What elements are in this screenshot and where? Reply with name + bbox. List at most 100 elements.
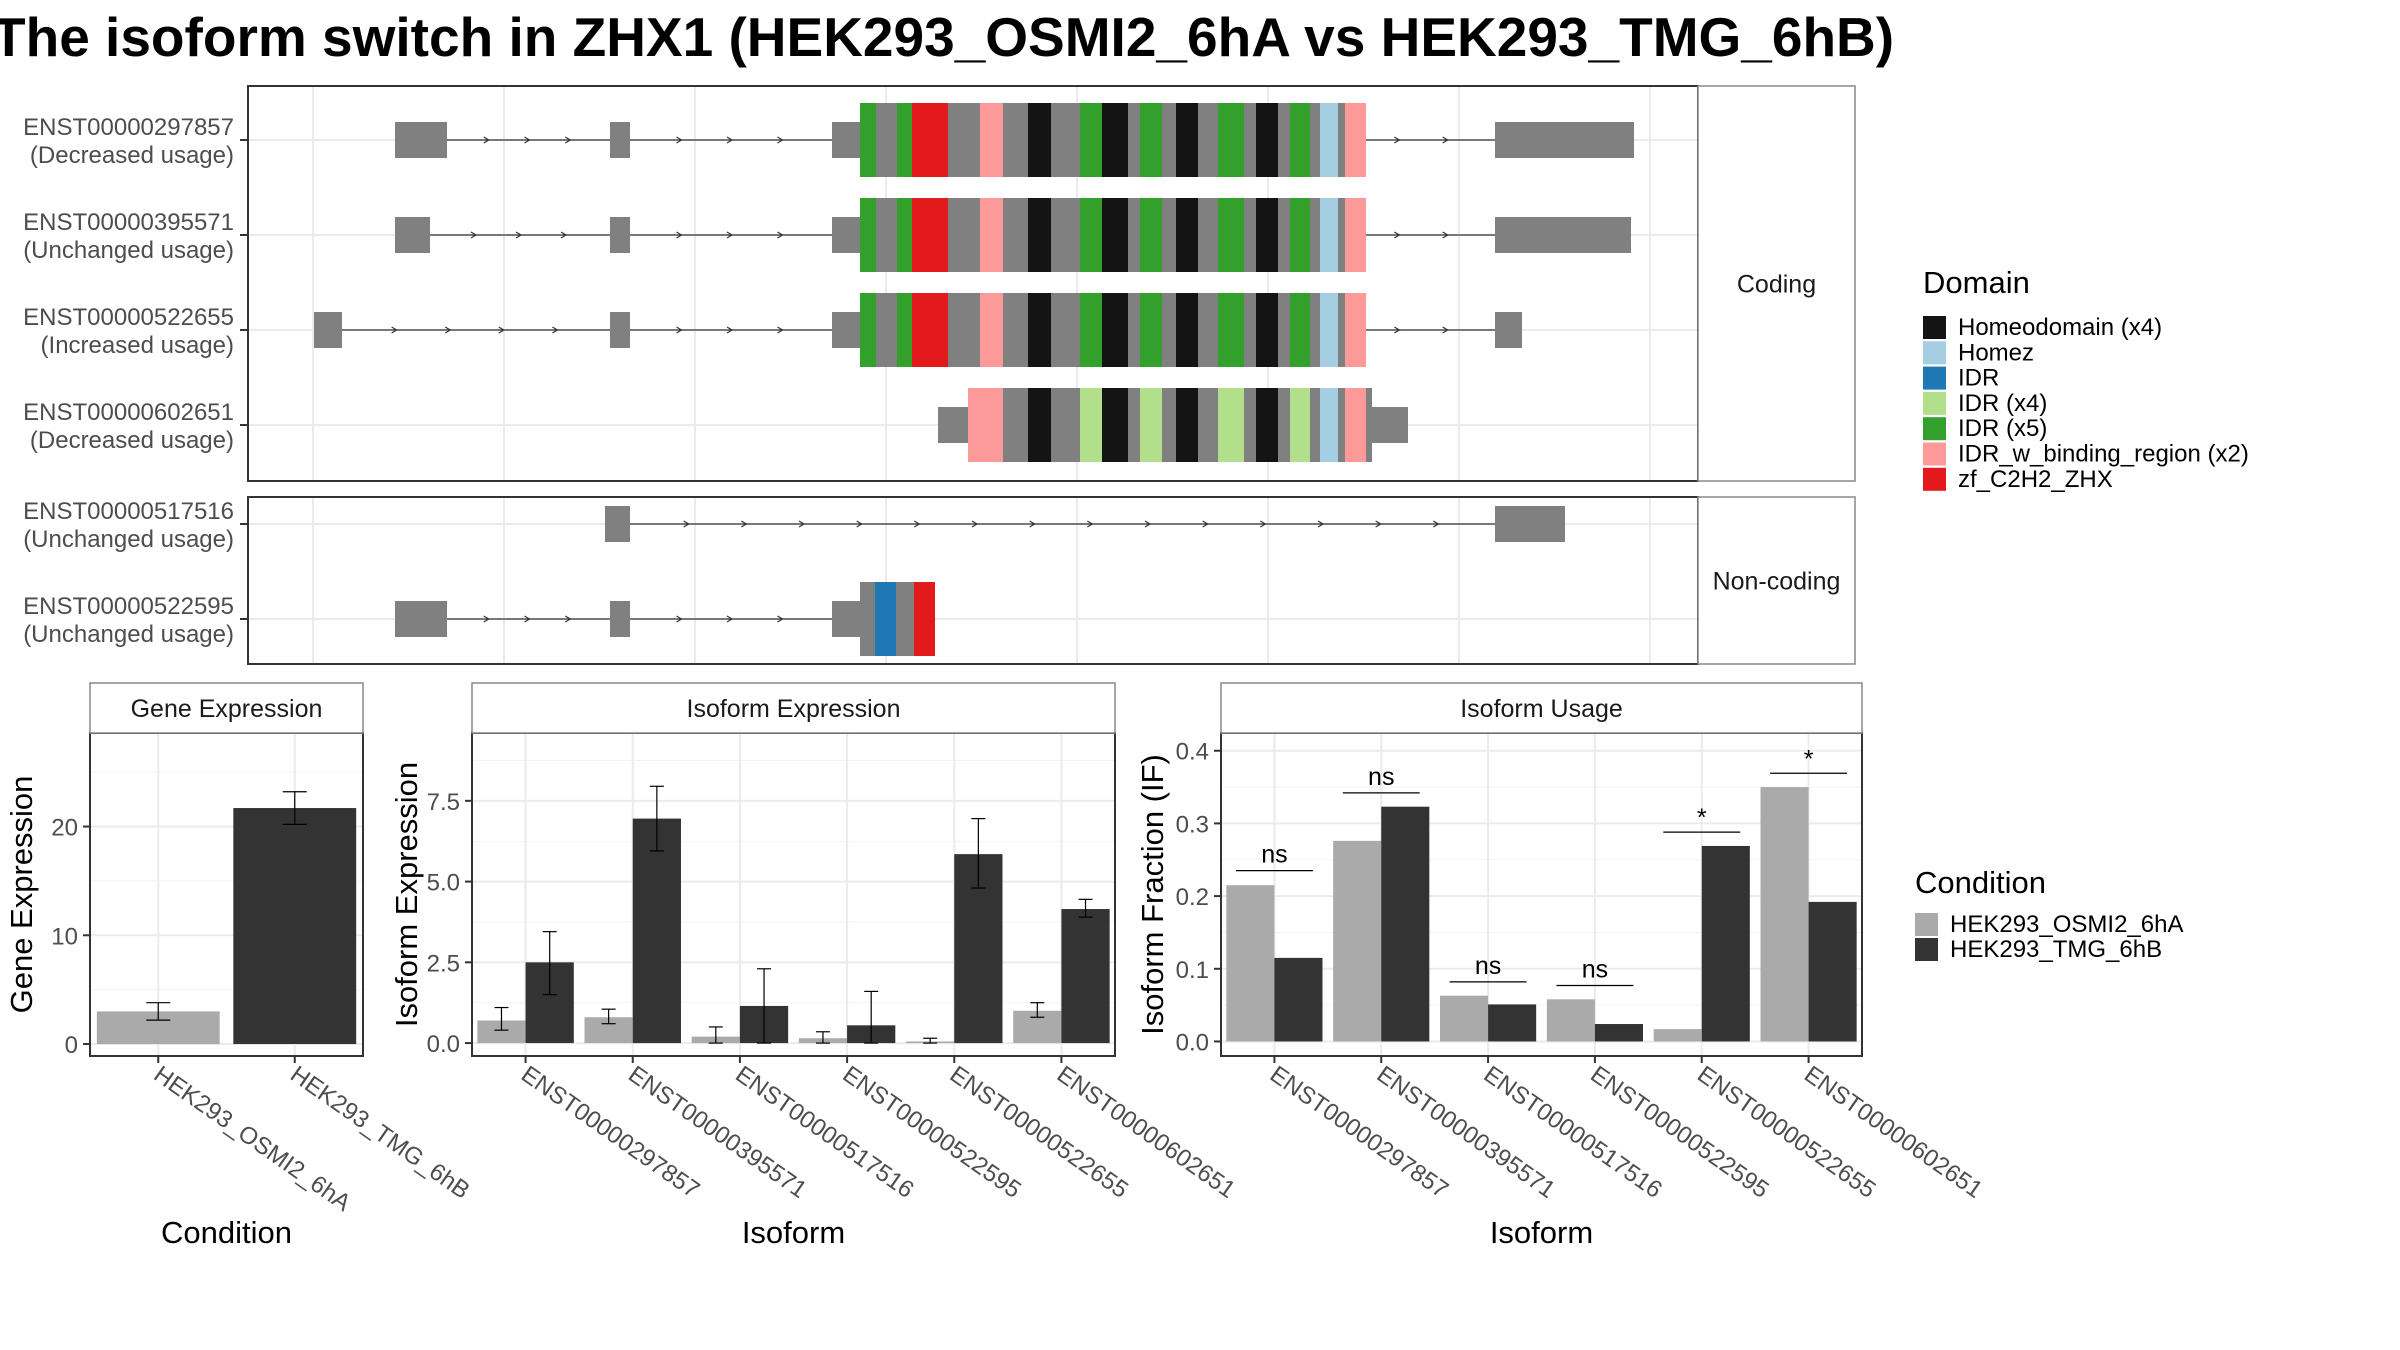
domain-segment: [1366, 388, 1372, 462]
domain-segment: [1140, 198, 1162, 272]
intron-arrow: [971, 520, 979, 528]
y-tick-label: 0: [65, 1032, 78, 1059]
intron-arrow: [515, 231, 523, 239]
intron-arrow: [1442, 231, 1449, 239]
utr-exon: [1495, 312, 1522, 348]
utr-exon: [1372, 407, 1408, 443]
domain-segment: [1102, 103, 1128, 177]
intron-arrow: [564, 136, 572, 144]
domain-legend-label: IDR: [1958, 365, 1999, 392]
domain-segment: [1256, 198, 1278, 272]
intron-arrow: [1394, 231, 1401, 239]
bar: [233, 808, 357, 1045]
domain-segment: [875, 582, 896, 656]
isoform-usage-label: (Unchanged usage): [23, 237, 234, 264]
intron-arrow: [726, 136, 734, 144]
intron-arrow: [676, 326, 683, 334]
utr-exon: [832, 601, 860, 637]
domain-segment: [948, 293, 980, 367]
transcript-ENST00000517516: [605, 506, 1565, 542]
domain-segment: [980, 293, 1003, 367]
domain-segment: [1028, 103, 1051, 177]
x-axis-title: Condition: [161, 1215, 292, 1250]
domain-segment: [1003, 103, 1028, 177]
intron-arrow: [444, 326, 452, 334]
bar: [1594, 1024, 1643, 1042]
figure-title: The isoform switch in ZHX1 (HEK293_OSMI2…: [0, 6, 1894, 68]
bar: [1546, 999, 1595, 1042]
facet-strip: [89, 682, 364, 734]
facet-strip: [1697, 85, 1856, 482]
intron-arrow: [524, 615, 531, 623]
domain-segment: [1218, 103, 1244, 177]
domain-segment: [1102, 388, 1128, 462]
isoform-id-label: ENST00000517516: [23, 498, 234, 525]
domain-legend-label: Homez: [1958, 339, 2034, 366]
intron-arrow: [726, 615, 734, 623]
intron-arrow: [777, 615, 784, 623]
domain-segment: [1256, 293, 1278, 367]
domain-segment: [948, 103, 980, 177]
domain-segment: [1102, 293, 1128, 367]
domain-segment: [1080, 293, 1102, 367]
domain-segment: [1198, 388, 1218, 462]
domain-segment: [1218, 293, 1244, 367]
panel-title: Gene Expression: [131, 695, 323, 723]
y-tick-label: 10: [51, 923, 78, 950]
domain-segment: [1051, 388, 1080, 462]
domain-legend-key: [1923, 316, 1946, 339]
x-tick-label: ENST00000517516: [730, 1061, 918, 1204]
intron-arrow: [1029, 520, 1036, 528]
x-tick-label: ENST00000602651: [1052, 1061, 1240, 1204]
domain-segment: [1256, 388, 1278, 462]
intron-arrow: [1202, 520, 1209, 528]
domain-segment: [1162, 293, 1176, 367]
domain-segment: [1278, 103, 1290, 177]
facet-strip: [1697, 496, 1856, 665]
domain-segment: [1102, 198, 1128, 272]
intron-arrow: [564, 615, 572, 623]
y-axis-title: Gene Expression: [4, 776, 39, 1014]
transcript-ENST00000602651: [938, 388, 1408, 462]
y-tick-label: 7.5: [427, 789, 460, 816]
intron-arrow: [1317, 520, 1325, 528]
intron-arrow: [914, 520, 921, 528]
x-tick-label: ENST00000395571: [623, 1061, 811, 1204]
y-tick-label: 0.1: [1176, 957, 1209, 984]
transcript-ENST00000522595: [395, 582, 935, 656]
domain-segment: [1310, 103, 1320, 177]
isoform-usage-label: (Decreased usage): [30, 427, 234, 454]
condition-legend-label: HEK293_TMG_6hB: [1950, 936, 2162, 963]
domain-segment: [1244, 388, 1256, 462]
bar: [1488, 1004, 1537, 1042]
domain-segment: [1244, 293, 1256, 367]
domain-legend-key: [1923, 391, 1946, 415]
domain-segment: [1310, 388, 1320, 462]
domain-legend-label: IDR_w_binding_region (x2): [1958, 441, 2249, 468]
intron-arrow: [676, 231, 683, 239]
y-axis-title: Isoform Fraction (IF): [1135, 754, 1170, 1035]
intron-arrow: [777, 231, 784, 239]
isoform-usage-label: (Unchanged usage): [23, 621, 234, 648]
isoform-id-label: ENST00000522655: [23, 304, 234, 331]
domain-segment: [1176, 103, 1198, 177]
y-tick-label: 2.5: [427, 950, 460, 977]
significance-label: ns: [1582, 955, 1608, 983]
x-tick-label: ENST00000395571: [1372, 1061, 1560, 1204]
domain-legend-key: [1923, 442, 1946, 466]
domain-segment: [1176, 198, 1198, 272]
domain-segment: [860, 582, 875, 656]
x-axis-title: Isoform: [1490, 1215, 1593, 1250]
utr-exon: [395, 601, 447, 637]
intron-arrow: [524, 136, 531, 144]
domain-segment: [1176, 388, 1198, 462]
intron-arrow: [483, 136, 490, 144]
domain-segment: [1003, 293, 1028, 367]
significance-label: *: [1697, 804, 1707, 832]
domain-segment: [1028, 388, 1051, 462]
y-tick-label: 0.2: [1176, 884, 1209, 911]
